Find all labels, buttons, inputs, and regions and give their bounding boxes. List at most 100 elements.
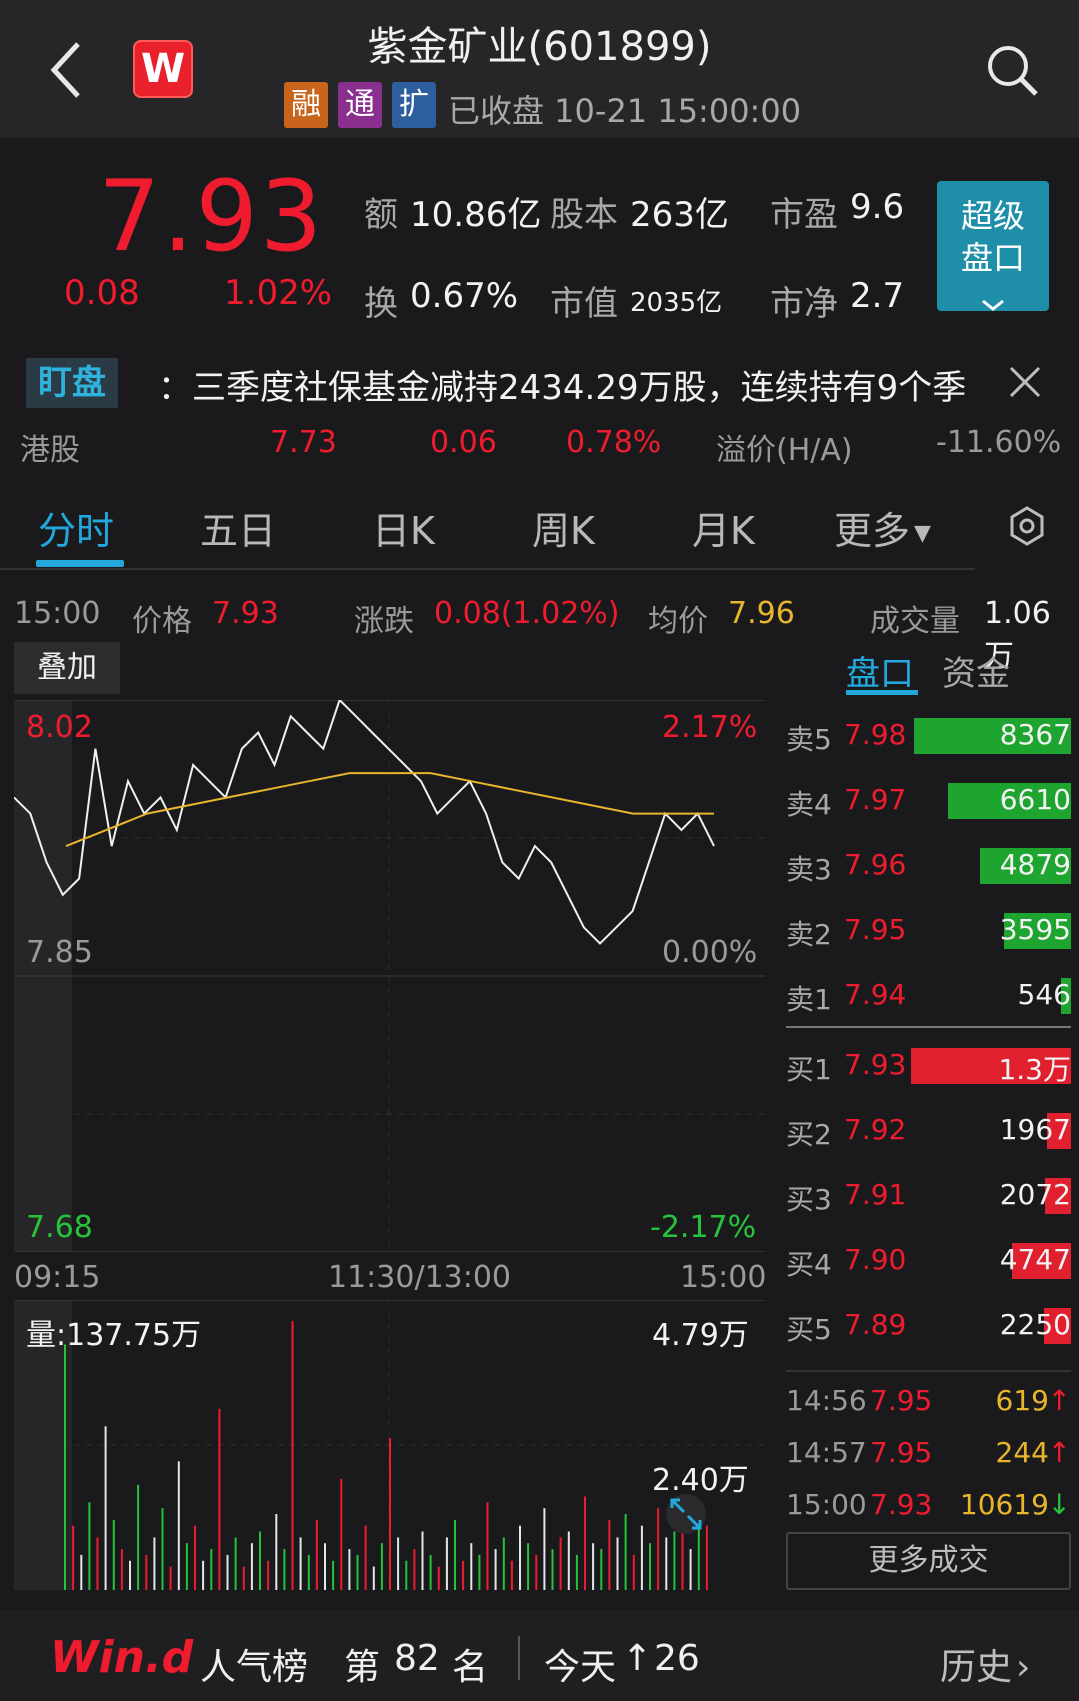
level-volume: 2072	[999, 1178, 1071, 1211]
history-link[interactable]: 历史 ›	[940, 1638, 1030, 1690]
volume-bar	[210, 1549, 213, 1590]
level-volume-bar	[911, 1048, 1071, 1084]
volume-bar	[372, 1566, 375, 1590]
tick-price: 7.95	[870, 1436, 933, 1469]
bid-level-1[interactable]: 买1 7.93 1.3万	[786, 1036, 1071, 1096]
tab-daily-k[interactable]: 日K	[372, 509, 435, 553]
ticks-divider	[786, 1370, 1071, 1372]
volume-bars	[64, 1321, 708, 1590]
bid-level-3[interactable]: 买3 7.91 2072	[786, 1166, 1071, 1226]
volume-bar	[584, 1496, 586, 1590]
news-ticker[interactable]: ：三季度社保基金减持2434.29万股，连续持有9个季	[158, 368, 967, 408]
volume-bar	[250, 1543, 253, 1590]
volume-bar	[421, 1531, 424, 1590]
tab-orderbook[interactable]: 盘口	[846, 654, 914, 694]
volume-bar	[364, 1525, 367, 1590]
bid-level-5[interactable]: 买5 7.89 2250	[786, 1296, 1071, 1356]
capital-value: 263亿	[630, 195, 729, 235]
volume-bar	[194, 1525, 196, 1590]
tab-five-day[interactable]: 五日	[200, 509, 277, 553]
expand-tag: 扩	[392, 82, 436, 128]
bid-level-4[interactable]: 买4 7.90 4747	[786, 1231, 1071, 1291]
hk-change-pct: 0.78%	[566, 425, 662, 460]
hk-price: 7.73	[270, 425, 337, 460]
level-price: 7.96	[844, 848, 907, 881]
volume-bar	[259, 1531, 261, 1590]
intraday-chart[interactable]	[14, 700, 765, 1252]
volume-bar	[510, 1560, 513, 1590]
tab-funds[interactable]: 资金	[942, 654, 1010, 694]
tick-direction-icon: ↑	[1047, 1436, 1071, 1469]
footer-bar[interactable]	[0, 1610, 1079, 1701]
right-tab-indicator	[846, 690, 918, 695]
ask-level-1[interactable]: 卖1 7.94 546	[786, 966, 1071, 1026]
volume-bar	[454, 1519, 456, 1590]
tab-weekly-k[interactable]: 周K	[532, 509, 595, 553]
search-icon[interactable]	[984, 42, 1040, 98]
overlay-button[interactable]: 叠加	[14, 642, 120, 694]
level-price: 7.92	[844, 1113, 907, 1146]
tab-more[interactable]: 更多 ▼	[834, 500, 931, 555]
volume-bar	[389, 1438, 391, 1590]
tick-volume: 619	[995, 1384, 1049, 1417]
pe-value: 9.6	[850, 187, 905, 227]
settings-icon[interactable]	[1007, 506, 1047, 546]
tab-monthly-k[interactable]: 月K	[692, 509, 755, 553]
tab-intraday[interactable]: 分时	[38, 509, 115, 553]
level-price: 7.90	[844, 1243, 907, 1276]
chevron-right-icon: ›	[1016, 1647, 1031, 1688]
volume-bar	[673, 1531, 676, 1590]
ask-level-5[interactable]: 卖5 7.98 8367	[786, 706, 1071, 766]
ask-level-4[interactable]: 卖4 7.97 6610	[786, 771, 1071, 831]
level-price: 7.93	[844, 1048, 907, 1081]
info-avg-label: 均价	[648, 604, 708, 639]
level-volume-bar	[1047, 1113, 1071, 1149]
price-line	[14, 700, 715, 945]
bid-level-2[interactable]: 买2 7.92 1967	[786, 1101, 1071, 1161]
level-label: 卖2	[786, 918, 832, 951]
y-low-label: 7.68	[26, 1210, 93, 1245]
volume-bar	[202, 1560, 205, 1590]
history-label: 历史	[940, 1647, 1013, 1688]
volume-bar	[535, 1554, 538, 1590]
volume-bar	[275, 1514, 278, 1590]
level-volume: 1967	[999, 1113, 1071, 1146]
expand-icon[interactable]	[664, 1492, 708, 1536]
close-icon[interactable]	[1005, 362, 1045, 402]
level-price: 7.95	[844, 913, 907, 946]
info-avg: 7.96	[728, 596, 795, 631]
volume-bar	[234, 1537, 237, 1590]
tick-price: 7.93	[870, 1488, 933, 1521]
volume-bar	[80, 1554, 83, 1590]
level-volume-bar	[1061, 978, 1071, 1014]
super-orderbook-button[interactable]: 超级 盘口	[937, 181, 1049, 311]
ask-level-3[interactable]: 卖3 7.96 4879	[786, 836, 1071, 896]
volume-bar	[283, 1549, 286, 1590]
level-label: 买1	[786, 1053, 832, 1086]
volume-total: 量:137.75万	[26, 1318, 202, 1353]
stock-title: 紫金矿业(601899)	[367, 24, 712, 70]
level-volume-bar	[1011, 1243, 1071, 1279]
volume-bar	[307, 1554, 310, 1590]
watch-tag[interactable]: 盯盘	[26, 358, 118, 408]
capital-label: 股本	[550, 195, 618, 235]
level-volume: 1.3万	[998, 1053, 1071, 1086]
x-start-label: 09:15	[14, 1260, 101, 1295]
volume-bar	[462, 1560, 465, 1590]
ask-level-2[interactable]: 卖2 7.95 3595	[786, 901, 1071, 961]
pb-value: 2.7	[850, 276, 905, 316]
back-icon[interactable]	[48, 40, 84, 100]
price-change: 0.08	[64, 273, 140, 313]
orderbook-divider	[786, 1026, 1071, 1028]
rank-suffix: 名	[452, 1647, 489, 1688]
info-chg: 0.08(1.02%)	[434, 596, 620, 631]
arrow-up-icon: ↑	[622, 1638, 653, 1679]
volume-bar	[575, 1554, 578, 1590]
volume-bar	[657, 1508, 660, 1590]
volume-bar	[519, 1525, 521, 1590]
volume-bar	[649, 1543, 651, 1590]
volume-chart[interactable]	[14, 1300, 765, 1590]
pct-high-label: 2.17%	[662, 710, 758, 745]
more-trades-button[interactable]: 更多成交	[786, 1532, 1071, 1590]
pct-low-label: -2.17%	[650, 1210, 757, 1245]
